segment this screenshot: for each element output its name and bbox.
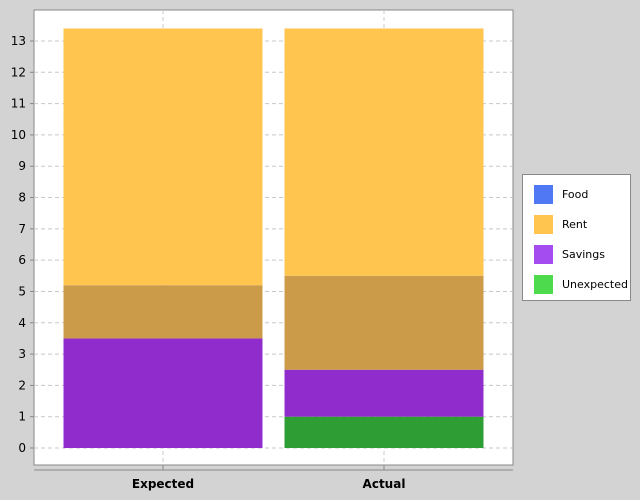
- legend-label: Unexpected: [562, 277, 628, 291]
- y-tick-label: 13: [11, 34, 26, 48]
- bar-segment-rent: [63, 28, 263, 286]
- legend-swatch: [534, 244, 553, 264]
- y-tick-label: 1: [18, 410, 26, 424]
- y-tick-label: 11: [11, 97, 26, 111]
- x-category-label: Expected: [132, 477, 194, 491]
- y-tick-label: 7: [18, 222, 26, 236]
- x-category-label: Actual: [363, 477, 406, 491]
- legend-label: Savings: [562, 247, 605, 261]
- legend-item: Food: [534, 184, 588, 204]
- y-tick-label: 12: [11, 65, 26, 79]
- legend-label: Rent: [562, 217, 588, 231]
- legend-item: Unexpected: [534, 274, 628, 294]
- y-tick-label: 2: [18, 378, 26, 392]
- legend-item: Rent: [534, 214, 587, 234]
- bar-segment-food: [63, 285, 263, 339]
- y-tick-label: 5: [18, 284, 26, 298]
- legend-label: Food: [562, 187, 589, 201]
- y-tick-label: 4: [18, 316, 26, 330]
- bar-segment-savings: [284, 369, 484, 417]
- bar-segment-savings: [63, 338, 263, 448]
- bar-segment-food: [284, 275, 484, 370]
- y-tick-label: 6: [18, 253, 26, 267]
- legend-swatch: [534, 214, 553, 234]
- y-tick-label: 8: [18, 191, 26, 205]
- y-tick-label: 9: [18, 159, 26, 173]
- bar-segment-unexpected: [284, 416, 484, 448]
- legend: Food Rent Savings Unexpected: [522, 174, 631, 301]
- y-tick-label: 3: [18, 347, 26, 361]
- legend-swatch: [534, 184, 553, 204]
- y-tick-label: 0: [18, 441, 26, 455]
- legend-swatch: [534, 274, 553, 294]
- x-axis-categories: Expected Actual: [132, 465, 406, 491]
- legend-item: Savings: [534, 244, 605, 264]
- y-tick-label: 10: [11, 128, 26, 142]
- bars: [63, 28, 484, 448]
- bar-segment-rent: [284, 28, 484, 276]
